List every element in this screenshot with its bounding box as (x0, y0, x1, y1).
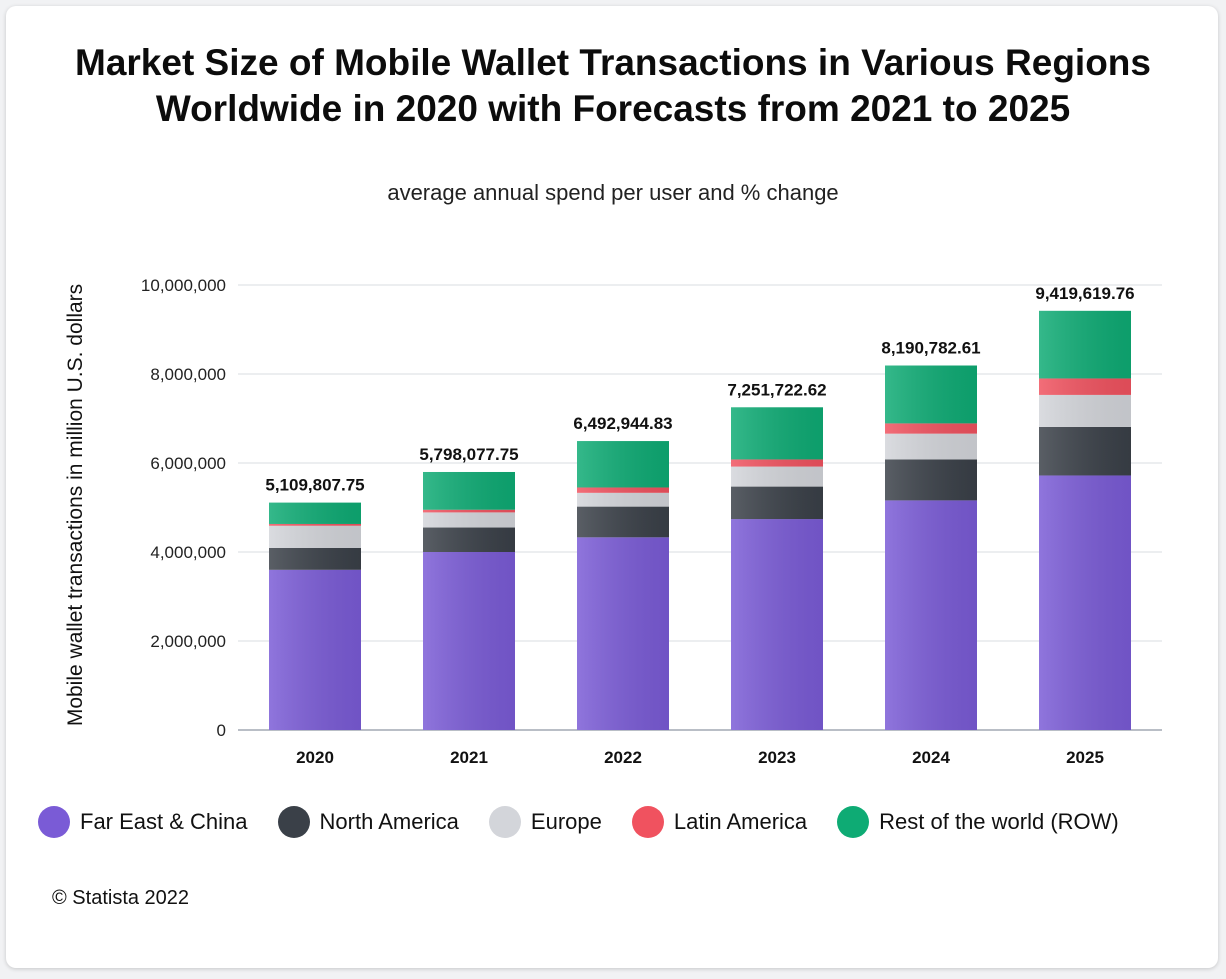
legend-label: North America (319, 809, 459, 834)
legend-swatch (488, 806, 521, 838)
y-tick-label: 6,000,000 (150, 454, 226, 473)
bar-segment-shade (885, 423, 977, 434)
legend: Far East & China North America Europe Latin… (38, 806, 1218, 838)
x-tick-label: 2020 (296, 748, 334, 767)
chart-subtitle: average annual spend per user and % chan… (387, 180, 839, 205)
bar-total-label: 6,492,944.83 (573, 414, 672, 433)
legend-label: Far East & China (80, 809, 248, 834)
bar-segment-shade (1039, 426, 1131, 476)
bar-segment-shade (1039, 394, 1131, 427)
labels: 0 2,000,000 4,000,000 6,000,000 8,000,000 10,… (141, 276, 1135, 767)
bar-segment-shade (885, 365, 977, 424)
legend-item[interactable]: Latin America (631, 806, 808, 838)
chart-title-line-2: Worldwide in 2020 with Forecasts from 20… (155, 88, 1071, 129)
bar-segment-shade (885, 433, 977, 460)
bar-segment-shade (731, 407, 823, 460)
bar-segment-shade (1039, 310, 1131, 379)
x-tick-label: 2021 (450, 748, 488, 767)
legend-item[interactable]: Rest of the world (ROW) (837, 806, 1119, 838)
bar-segment-shade (731, 459, 823, 467)
legend-swatch (38, 806, 70, 838)
x-tick-label: 2022 (604, 748, 642, 767)
bar-segment-shade (1039, 475, 1131, 730)
bar-segment-shade (1039, 378, 1131, 395)
bar-segment-shade (577, 537, 669, 730)
x-tick-label: 2024 (912, 748, 950, 767)
grid-lines (238, 284, 1162, 731)
bar-segment-shade (423, 509, 515, 513)
bar-segment-shade (731, 519, 823, 730)
bar-segment-shade (269, 547, 361, 570)
bar-segment-shade (269, 569, 361, 730)
bar-segment-shade (577, 441, 669, 488)
legend-swatch (277, 806, 310, 838)
bar-total-label: 7,251,722.62 (727, 380, 826, 399)
legend-label: Latin America (673, 809, 808, 834)
legend-label: Rest of the world (ROW) (879, 809, 1119, 834)
y-tick-label: 0 (217, 721, 226, 740)
bar-total-label: 9,419,619.76 (1035, 284, 1134, 303)
bar-segment-shade (731, 466, 823, 487)
y-tick-label: 2,000,000 (150, 632, 226, 651)
bar-segment-shade (731, 486, 823, 520)
bar-segment-shade (577, 487, 669, 493)
legend-item[interactable]: Europe (488, 806, 602, 838)
bar-segment-shade (885, 459, 977, 501)
legend-item[interactable]: Far East & China (38, 806, 248, 838)
bar-segment-shade (269, 523, 361, 526)
legend-label: Europe (530, 809, 602, 834)
bar-segment-shade (423, 471, 515, 510)
chart-title-line-1: Market Size of Mobile Wallet Transaction… (75, 42, 1151, 83)
x-tick-label: 2025 (1066, 748, 1104, 767)
bar-segment-shade (423, 527, 515, 552)
chart-title: Market Size of Mobile Wallet Transaction… (0, 40, 1226, 132)
bar-segment-shade (577, 492, 669, 507)
bar-total-label: 8,190,782.61 (881, 339, 980, 358)
y-tick-label: 4,000,000 (150, 543, 226, 562)
credit-text: © Statista 2022 (52, 887, 190, 909)
bars (269, 310, 1131, 730)
x-tick-label: 2023 (758, 748, 796, 767)
bar-total-label: 5,109,807.75 (265, 476, 364, 495)
y-tick-label: 10,000,000 (141, 276, 226, 295)
bar-segment-shade (269, 502, 361, 524)
bar-segment-shade (577, 506, 669, 538)
legend-swatch (837, 806, 870, 838)
y-tick-label: 8,000,000 (150, 365, 226, 384)
bar-segment-shade (423, 512, 515, 528)
bar-segment-shade (423, 552, 515, 730)
legend-item[interactable]: North America (277, 806, 459, 838)
bar-segment-shade (885, 500, 977, 730)
bar-segment-shade (269, 525, 361, 548)
legend-swatch (631, 806, 664, 838)
bar-total-label: 5,798,077.75 (419, 445, 518, 464)
